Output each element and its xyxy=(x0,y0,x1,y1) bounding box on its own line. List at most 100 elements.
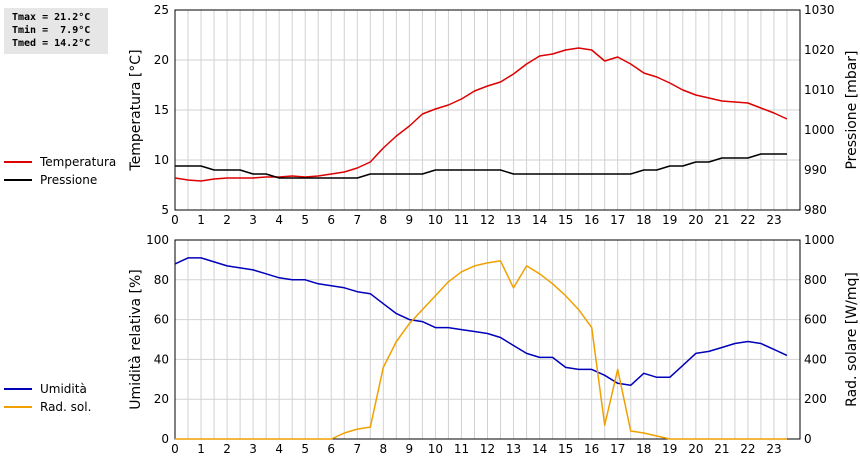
legend-top: Temperatura Pressione xyxy=(4,153,116,189)
x-tick-label: 10 xyxy=(428,213,443,227)
x-tick-label: 12 xyxy=(480,213,495,227)
legend-item-pressione: Pressione xyxy=(4,171,116,189)
chart-panel-1: 0 1 2 3 4 5 6 7 8 9 10 11 12 13 14 15 16 17 18 19 20 21 22 2302… xyxy=(128,233,860,456)
legend-label: Rad. sol. xyxy=(40,400,92,414)
legend-swatch xyxy=(4,406,32,408)
legend-item-rad-sol: Rad. sol. xyxy=(4,398,91,416)
y-tick-label-right: 1020 xyxy=(804,43,835,57)
x-tick-label: 7 xyxy=(353,442,361,456)
series-line-pressione xyxy=(175,153,787,179)
series-line-rad-sol xyxy=(175,260,787,440)
tmed-label: Tmed = 14.2°C xyxy=(12,38,91,49)
x-tick-label: 9 xyxy=(406,442,414,456)
y-axis-label-left: Temperatura [°C] xyxy=(128,49,144,171)
x-tick-label: 3 xyxy=(249,213,257,227)
x-tick-label: 20 xyxy=(688,442,703,456)
y-tick-label-right: 1030 xyxy=(804,3,835,17)
legend-swatch xyxy=(4,161,32,163)
x-tick-label: 8 xyxy=(380,213,388,227)
y-tick-label-left: 10 xyxy=(154,153,169,167)
x-tick-label: 22 xyxy=(740,213,755,227)
x-tick-label: 8 xyxy=(380,442,388,456)
series-line-umidit xyxy=(174,257,788,387)
x-tick-label: 2 xyxy=(223,213,231,227)
x-tick-label: 14 xyxy=(532,213,547,227)
plot-frame xyxy=(174,9,801,211)
x-tick-label: 6 xyxy=(327,442,335,456)
x-tick-label: 21 xyxy=(714,442,729,456)
y-tick-label-right: 1000 xyxy=(804,123,835,137)
y-tick-label-left: 60 xyxy=(154,313,169,327)
x-tick-label: 13 xyxy=(506,442,521,456)
x-tick-label: 15 xyxy=(558,442,573,456)
y-tick-label-right: 400 xyxy=(804,352,827,366)
x-tick-label: 2 xyxy=(223,442,231,456)
legend-label: Pressione xyxy=(40,173,98,187)
y-tick-label-right: 1010 xyxy=(804,83,835,97)
x-tick-label: 17 xyxy=(610,213,625,227)
x-tick-label: 11 xyxy=(454,213,469,227)
x-tick-label: 5 xyxy=(301,213,309,227)
x-tick-label: 19 xyxy=(662,442,677,456)
x-tick-label: 4 xyxy=(275,442,283,456)
x-tick-label: 4 xyxy=(275,213,283,227)
x-tick-label: 10 xyxy=(428,442,443,456)
y-tick-label-left: 20 xyxy=(154,53,169,67)
x-tick-label: 22 xyxy=(740,442,755,456)
x-tick-label: 17 xyxy=(610,442,625,456)
x-tick-label: 11 xyxy=(454,442,469,456)
y-axis-label-left: Umidità relativa [%] xyxy=(128,269,144,410)
y-axis-label-right: Rad. solare [W/mq] xyxy=(844,272,860,407)
x-tick-label: 23 xyxy=(766,213,781,227)
x-tick-label: 13 xyxy=(506,213,521,227)
legend-label: Temperatura xyxy=(40,155,117,169)
x-tick-label: 23 xyxy=(766,442,781,456)
y-tick-label-left: 20 xyxy=(154,392,169,406)
y-tick-label-left: 0 xyxy=(161,432,169,446)
y-tick-label-left: 25 xyxy=(154,3,169,17)
series-line-temperatura xyxy=(174,47,788,182)
tmin-label: Tmin = 7.9°C xyxy=(12,25,91,36)
x-tick-label: 6 xyxy=(327,213,335,227)
x-tick-label: 18 xyxy=(636,213,651,227)
x-tick-label: 16 xyxy=(584,213,599,227)
y-tick-label-right: 1000 xyxy=(804,233,835,247)
y-axis-label-right: Pressione [mbar] xyxy=(844,50,860,169)
legend-swatch xyxy=(4,179,32,181)
legend-item-temperatura: Temperatura xyxy=(4,153,116,171)
y-tick-label-left: 100 xyxy=(146,233,169,247)
x-tick-label: 18 xyxy=(636,442,651,456)
x-tick-label: 0 xyxy=(171,213,179,227)
y-tick-label-right: 990 xyxy=(804,163,827,177)
x-tick-label: 15 xyxy=(558,213,573,227)
y-tick-label-left: 15 xyxy=(154,103,169,117)
x-tick-label: 7 xyxy=(353,213,361,227)
stats-box: Tmax = 21.2°C Tmin = 7.9°C Tmed = 14.2°C xyxy=(4,8,108,54)
y-tick-label-right: 200 xyxy=(804,392,827,406)
tmax-label: Tmax = 21.2°C xyxy=(12,12,91,23)
y-tick-label-right: 0 xyxy=(804,432,812,446)
x-tick-label: 20 xyxy=(688,213,703,227)
y-tick-label-left: 5 xyxy=(161,203,169,217)
x-tick-label: 0 xyxy=(171,442,179,456)
legend-bottom: Umidità Rad. sol. xyxy=(4,380,91,416)
legend-item-umidita: Umidità xyxy=(4,380,91,398)
legend-swatch xyxy=(4,388,32,390)
x-tick-label: 16 xyxy=(584,442,599,456)
y-tick-label-right: 600 xyxy=(804,313,827,327)
x-tick-label: 21 xyxy=(714,213,729,227)
plot-frame xyxy=(174,239,801,440)
y-tick-label-right: 800 xyxy=(804,273,827,287)
x-tick-label: 12 xyxy=(480,442,495,456)
y-tick-label-left: 40 xyxy=(154,352,169,366)
y-tick-label-right: 980 xyxy=(804,203,827,217)
x-tick-label: 5 xyxy=(301,442,309,456)
x-tick-label: 1 xyxy=(197,442,205,456)
x-tick-label: 1 xyxy=(197,213,205,227)
x-tick-label: 19 xyxy=(662,213,677,227)
legend-label: Umidità xyxy=(40,382,87,396)
x-tick-label: 3 xyxy=(249,442,257,456)
chart-panel-0: 0 1 2 3 4 5 6 7 8 9 10 11 12 13 14 15 16 17 18 19 20 21 22 2351… xyxy=(128,3,860,227)
x-tick-label: 14 xyxy=(532,442,547,456)
